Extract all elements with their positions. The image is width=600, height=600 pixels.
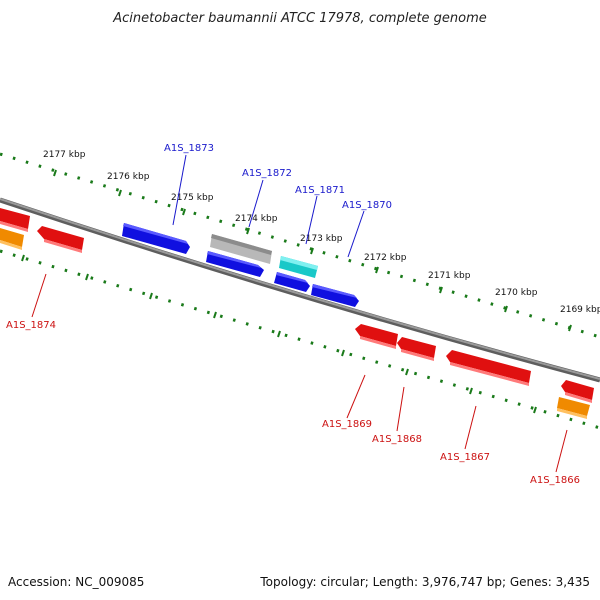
inner-dot-line <box>0 249 600 430</box>
forward-leader-lines <box>172 154 365 258</box>
gene-right-edge-orange[interactable] <box>557 397 590 419</box>
gene-A1S-1874[interactable] <box>37 226 84 253</box>
gene-A1S-1866[interactable] <box>561 380 594 403</box>
leader-line <box>347 210 365 258</box>
gene-A1S-1870[interactable] <box>311 284 359 307</box>
gene-A1S-1871[interactable] <box>279 256 318 278</box>
gene-label[interactable]: A1S_1873 <box>164 143 214 154</box>
leader-line <box>248 179 264 228</box>
major-tick <box>469 387 473 395</box>
tick-label: 2173 kbp <box>300 234 343 244</box>
major-tick <box>53 169 57 177</box>
gene-A1S-1871-segment[interactable] <box>274 272 310 292</box>
tick-label: 2170 kbp <box>495 288 538 298</box>
major-tick <box>533 406 537 414</box>
tick-labels: 2177 kbp 2176 kbp 2175 kbp 2174 kbp 2173… <box>43 150 600 315</box>
major-tick <box>439 286 443 294</box>
leader-line <box>346 374 366 419</box>
outer-major-ticks <box>53 169 572 332</box>
major-tick <box>375 266 379 274</box>
gene-A1S-1869[interactable] <box>355 324 398 349</box>
reverse-leader-lines <box>31 273 568 473</box>
inner-tick-ring <box>0 249 600 430</box>
major-tick <box>118 189 122 197</box>
gene-label[interactable]: A1S_1871 <box>295 185 345 196</box>
gene-A1S-1872-segment[interactable] <box>206 251 264 277</box>
gene-label[interactable]: A1S_1867 <box>440 452 490 463</box>
gene-label[interactable]: A1S_1874 <box>6 320 56 331</box>
forward-gene-labels: A1S_1873 A1S_1872 A1S_1871 A1S_1870 <box>164 143 392 211</box>
reverse-genes <box>0 208 594 419</box>
major-tick <box>85 273 89 281</box>
accession-text: Accession: NC_009085 <box>8 575 144 589</box>
leader-line <box>464 405 477 450</box>
major-tick <box>21 254 25 262</box>
gene-A1S-1868[interactable] <box>397 337 436 361</box>
major-tick <box>246 227 250 235</box>
gene-left-edge-orange[interactable] <box>0 228 24 250</box>
leader-line <box>172 154 187 226</box>
outer-tick-ring <box>0 152 600 339</box>
gene-A1S-1873[interactable] <box>122 223 190 254</box>
reverse-gene-labels: A1S_1874 A1S_1869 A1S_1868 A1S_1867 A1S_… <box>6 320 580 486</box>
leader-line <box>555 429 568 473</box>
major-tick <box>341 349 345 357</box>
gene-label[interactable]: A1S_1870 <box>342 200 392 211</box>
gene-left-edge-red[interactable] <box>0 208 30 232</box>
major-tick <box>504 305 508 313</box>
map-title: Acinetobacter baumannii ATCC 17978, comp… <box>112 11 487 26</box>
tick-label: 2177 kbp <box>43 150 86 160</box>
backbone-line <box>0 198 600 380</box>
major-tick <box>182 208 186 216</box>
tick-label: 2174 kbp <box>235 214 278 224</box>
leader-line <box>396 386 405 432</box>
gene-A1S-1872[interactable] <box>210 234 272 264</box>
leader-line <box>305 195 318 245</box>
major-tick <box>213 311 217 319</box>
tick-label: 2172 kbp <box>364 253 407 263</box>
inner-major-ticks <box>21 254 537 414</box>
major-tick <box>310 247 314 255</box>
major-tick <box>568 324 572 332</box>
tick-label: 2171 kbp <box>428 271 471 281</box>
tick-label: 2169 kbp <box>560 305 600 315</box>
major-tick <box>277 330 281 338</box>
gene-label[interactable]: A1S_1869 <box>322 419 372 430</box>
gene-label[interactable]: A1S_1866 <box>530 475 580 486</box>
major-tick <box>149 292 153 300</box>
major-tick <box>405 368 409 376</box>
gene-A1S-1867[interactable] <box>446 350 531 386</box>
forward-genes <box>122 223 359 307</box>
gene-label[interactable]: A1S_1868 <box>372 434 422 445</box>
genome-backbone <box>0 197 600 383</box>
tick-label: 2176 kbp <box>107 172 150 182</box>
genome-summary-text: Topology: circular; Length: 3,976,747 bp… <box>259 575 590 589</box>
tick-label: 2175 kbp <box>171 193 214 203</box>
gene-label[interactable]: A1S_1872 <box>242 168 292 179</box>
outer-dot-line <box>0 152 600 339</box>
leader-line <box>31 273 47 318</box>
